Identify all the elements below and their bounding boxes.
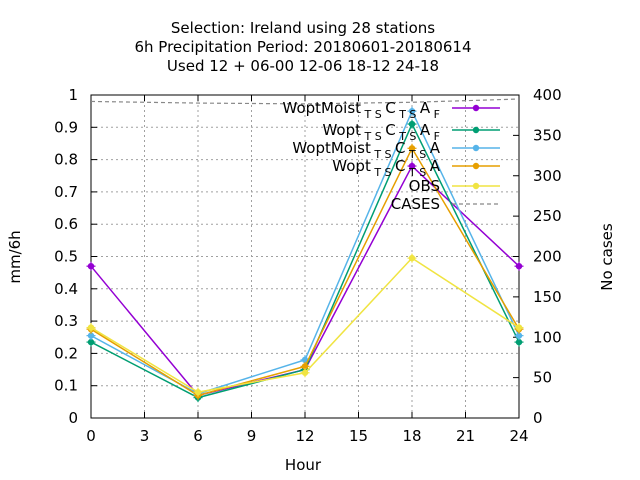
x-tick-label: 21 [456, 427, 475, 445]
y-tick-label: 0 [68, 409, 78, 427]
y-tick-label: 0.7 [54, 183, 78, 201]
legend-subscript: F [430, 108, 440, 121]
legend-label: WoptMoist T S C T S A [292, 139, 440, 161]
y-tick-label: 0.1 [54, 377, 78, 395]
legend-text: Wopt [332, 157, 371, 175]
y2-tick-label: 100 [533, 328, 562, 346]
legend-subscript: F [430, 130, 440, 143]
legend-text: A [420, 121, 431, 139]
legend-text: WoptMoist [292, 139, 371, 157]
x-tick-label: 9 [247, 427, 257, 445]
x-tick-label: 18 [402, 427, 421, 445]
legend-text: A [430, 157, 441, 175]
x-tick-label: 12 [295, 427, 314, 445]
legend: WoptMoist T S C T S A F Wopt T S C T S A… [283, 99, 500, 213]
legend-subscript: T S [396, 130, 420, 143]
legend-text: WoptMoist [283, 99, 362, 117]
y2-tick-label: 300 [533, 167, 562, 185]
y-tick-label: 0.2 [54, 344, 78, 362]
x-tick-label: 3 [140, 427, 150, 445]
legend-text: C [395, 139, 405, 157]
y2-axis-label: No cases [598, 223, 616, 291]
y-tick-label: 0.4 [54, 280, 78, 298]
legend-subscript: T S [371, 166, 395, 179]
x-tick-label: 0 [86, 427, 96, 445]
legend-label: CASES [391, 195, 440, 213]
y2-tick-label: 50 [533, 369, 552, 387]
legend-text: OBS [409, 177, 440, 195]
y-tick-label: 1 [68, 86, 78, 104]
title-line-2: 6h Precipitation Period: 20180601-201806… [134, 38, 471, 56]
x-tick-label: 15 [349, 427, 368, 445]
y2-tick-label: 400 [533, 86, 562, 104]
x-axis-label: Hour [285, 456, 322, 474]
x-tick-label: 24 [509, 427, 528, 445]
y2-tick-label: 200 [533, 248, 562, 266]
legend-text: A [420, 99, 431, 117]
legend-label: OBS [409, 177, 440, 195]
legend-label: Wopt T S C T S A F [322, 121, 440, 143]
title-line-1: Selection: Ireland using 28 stations [171, 19, 435, 37]
title-line-3: Used 12 + 06-00 12-06 18-12 24-18 [167, 57, 439, 75]
y-tick-label: 0.3 [54, 312, 78, 330]
legend-label: WoptMoist T S C T S A F [283, 99, 441, 121]
legend-marker [472, 162, 480, 170]
y2-tick-label: 0 [533, 409, 543, 427]
legend-text: CASES [391, 195, 440, 213]
y2-tick-label: 350 [533, 126, 562, 144]
legend-marker [472, 144, 480, 152]
legend-label: Wopt T S C T S A [332, 157, 440, 179]
legend-subscript: T S [406, 148, 430, 161]
legend-subscript: T S [371, 148, 395, 161]
y2-tick-label: 150 [533, 288, 562, 306]
legend-text: C [385, 99, 395, 117]
series [86, 98, 524, 403]
legend-marker [472, 104, 480, 112]
legend-text: A [430, 139, 441, 157]
y-tick-label: 0.9 [54, 118, 78, 136]
legend-text: C [385, 121, 395, 139]
legend-marker [472, 182, 480, 190]
y2-tick-label: 250 [533, 207, 562, 225]
legend-marker [472, 126, 480, 134]
x-tick-label: 6 [193, 427, 203, 445]
y-tick-label: 0.8 [54, 151, 78, 169]
series-line [90, 98, 520, 105]
legend-subscript: T S [406, 166, 430, 179]
chart-title: Selection: Ireland using 28 stations 6h … [134, 19, 471, 75]
y-tick-label: 0.5 [54, 248, 78, 266]
legend-text: Wopt [322, 121, 361, 139]
series-5 [90, 98, 520, 105]
legend-text: C [395, 157, 405, 175]
legend-subscript: T S [396, 108, 420, 121]
legend-subscript: T S [361, 108, 385, 121]
y-axis-label: mm/6h [6, 230, 24, 283]
series-4 [86, 253, 524, 397]
axes: 0 3 6 9 12 15 18 21 24 0 0.1 0.2 0.3 0.4 0.5 0.6 0.7 0.8 0… [54, 86, 562, 445]
legend-subscript: T S [361, 130, 385, 143]
y-tick-label: 0.6 [54, 215, 78, 233]
